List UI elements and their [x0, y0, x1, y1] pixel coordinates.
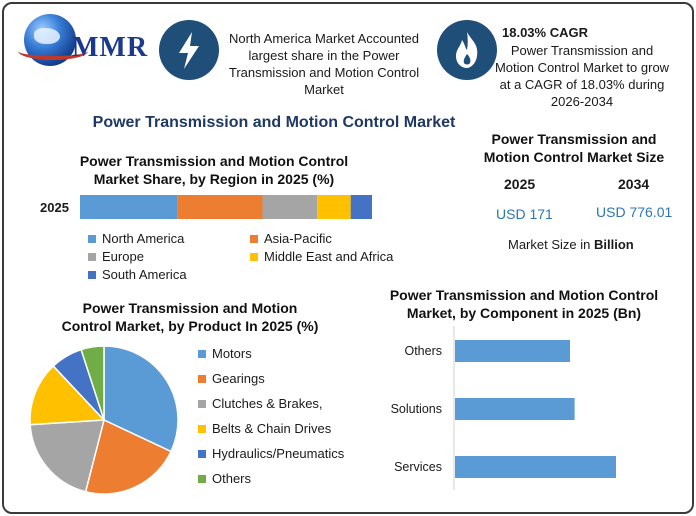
legend-item-asia-pacific: Asia-Pacific [250, 231, 332, 246]
component-bar-others [455, 340, 570, 362]
main-title: Power Transmission and Motion Control Ma… [92, 114, 456, 131]
component-bar-services [455, 456, 616, 478]
component-label-others: Others [404, 344, 442, 358]
year-2034: 2034 [618, 176, 650, 192]
logo-text: MMR [72, 32, 149, 63]
component-label-solutions: Solutions [390, 402, 442, 416]
region-bar-segment-south-america [350, 195, 372, 219]
region-bar-category: 2025 [40, 200, 69, 215]
legend-item-south-america: South America [88, 267, 187, 282]
region-bar-segment-middle-east-and-africa [317, 195, 351, 219]
legend-item-europe: Europe [88, 249, 144, 264]
highlight-north-america: North America Market Accounted largest s… [214, 30, 434, 98]
highlight-line: largest share in the Power [248, 48, 400, 63]
legend-item-gearings: Gearings [198, 371, 265, 386]
flame-icon [437, 20, 497, 80]
legend-item-hydraulics-pneumatics: Hydraulics/Pneumatics [198, 446, 344, 461]
legend-swatch [88, 270, 96, 279]
legend-swatch [88, 252, 96, 261]
legend-label: Gearings [212, 371, 265, 386]
product-chart-title: Power Transmission and Motion Control Ma… [40, 299, 340, 335]
legend-label: South America [102, 267, 187, 282]
value-2025: USD 171 [496, 206, 553, 222]
legend-item-others: Others [198, 471, 251, 486]
legend-item-clutches-brakes: Clutches & Brakes, [198, 396, 323, 411]
component-bar-solutions [455, 398, 575, 420]
component-label-services: Services [394, 460, 442, 474]
region-bar-segment-europe [262, 195, 318, 219]
region-bar-segment-asia-pacific [177, 195, 263, 219]
title-line: Market, by Component in 2025 (Bn) [406, 305, 642, 321]
legend-label: Middle East and Africa [264, 249, 394, 264]
pie-slice-others [80, 345, 105, 421]
component-bar-chart [453, 326, 616, 490]
market-size-note: Market Size in Billion [508, 237, 634, 252]
legend-label: North America [102, 231, 185, 246]
region-bar-segment-north-america [80, 195, 178, 219]
component-chart-title: Power Transmission and Motion Control Ma… [364, 286, 684, 322]
legend-item-belts-chain-drives: Belts & Chain Drives [198, 421, 331, 436]
title-line: Power Transmission and Motion Control [79, 153, 349, 169]
legend-label: Belts & Chain Drives [212, 421, 332, 436]
pie-slice-motors [103, 345, 179, 453]
note-unit: Billion [593, 237, 634, 252]
legend-swatch [198, 349, 206, 358]
legend-label: Hydraulics/Pneumatics [212, 446, 345, 461]
legend-label: Asia-Pacific [264, 231, 332, 246]
legend-swatch [88, 234, 96, 243]
legend-swatch [198, 374, 206, 383]
title-line: Power Transmission and Motion [82, 300, 298, 316]
legend-label: Others [212, 471, 252, 486]
product-pie-chart [29, 345, 179, 495]
legend-item-middle-east-and-africa: Middle East and Africa [250, 249, 393, 264]
highlight-line: Transmission and Motion Control [228, 65, 420, 80]
value-2034: USD 776.01 [596, 204, 673, 220]
lightning-icon [159, 20, 219, 80]
highlight-line: Market [304, 82, 344, 97]
year-2025: 2025 [504, 176, 536, 192]
title-line: Power Transmission and Motion Control [389, 287, 659, 303]
highlight-line: North America Market Accounted [228, 31, 420, 46]
market-size-title: Power Transmission and Motion Control Ma… [474, 130, 674, 166]
legend-swatch [198, 474, 206, 483]
pie-slice-clutches-brakes [29, 419, 105, 493]
logo-swoosh [18, 42, 88, 60]
note-prefix: Market Size in [508, 237, 594, 252]
highlight-line: Motion Control Market to grow [494, 60, 670, 75]
legend-swatch [198, 449, 206, 458]
legend-swatch [250, 252, 258, 261]
legend-label: Motors [212, 346, 252, 361]
pie-slice-belts-chain-drives [29, 364, 106, 426]
legend-swatch [198, 424, 206, 433]
title-line: Motion Control Market Size [483, 149, 665, 165]
title-line: Market Share, by Region in 2025 (%) [93, 171, 335, 187]
highlight-line: Power Transmission and [510, 43, 654, 58]
legend-item-north-america: North America [88, 231, 184, 246]
region-chart-title: Power Transmission and Motion Control Ma… [64, 152, 364, 188]
legend-item-motors: Motors [198, 346, 252, 361]
highlight-cagr: Power Transmission and Motion Control Ma… [492, 42, 672, 110]
legend-label: Europe [102, 249, 144, 264]
cagr-heading: 18.03% CAGR [502, 25, 588, 40]
legend-swatch [250, 234, 258, 243]
legend-label: Clutches & Brakes, [212, 396, 323, 411]
legend-swatch [198, 399, 206, 408]
highlight-line: 2026-2034 [550, 94, 614, 109]
title-line: Control Market, by Product In 2025 (%) [61, 318, 319, 334]
pie-slice-gearings [84, 418, 172, 495]
region-bar-chart [80, 195, 372, 219]
highlight-line: at a CAGR of 18.03% during [499, 77, 665, 92]
title-line: Power Transmission and [491, 131, 657, 147]
